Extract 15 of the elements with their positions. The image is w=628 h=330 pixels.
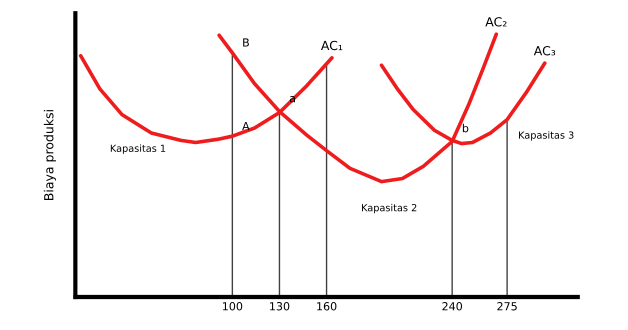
annotation: A	[242, 122, 250, 130]
annotation: B	[243, 38, 249, 47]
x-tick-label: 100	[222, 302, 242, 310]
x-tick-label: 240	[442, 302, 462, 310]
annotation: Kapasitas 2	[362, 204, 416, 214]
y-axis-title: Biaya produksi	[44, 110, 56, 200]
series-label: AC₃	[534, 46, 556, 56]
x-tick-label: 130	[270, 302, 290, 310]
x-tick-label: 160	[317, 302, 336, 310]
series-label: AC₁	[320, 40, 342, 50]
annotation: Kapasitas 1	[110, 144, 166, 154]
annotation: Kapasitas 3	[519, 131, 574, 141]
x-tick-label: 275	[497, 302, 517, 310]
series-label: AC₂	[485, 17, 507, 27]
annotation: b	[462, 124, 468, 132]
